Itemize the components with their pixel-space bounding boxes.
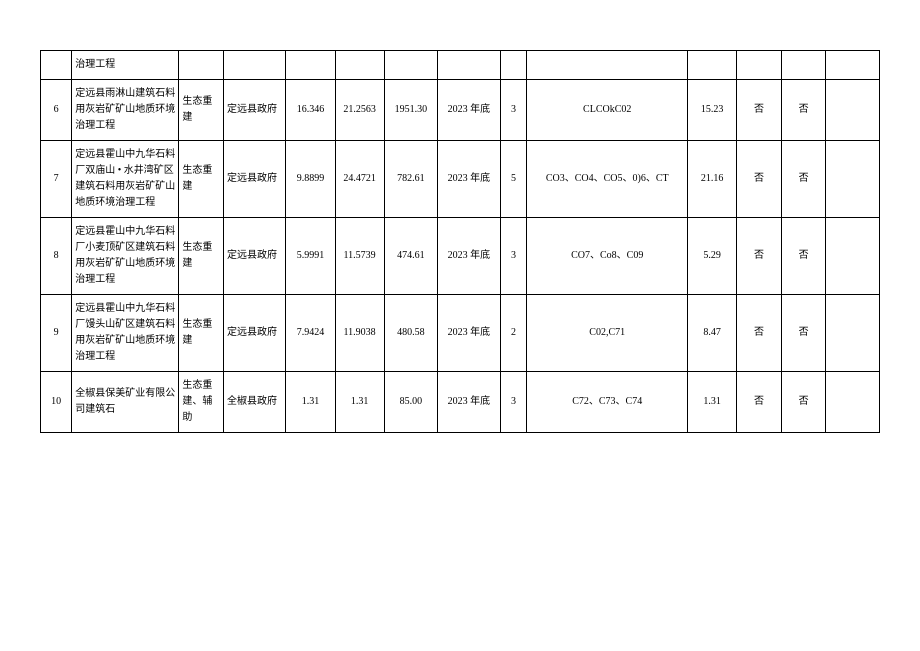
table-row: 6 定远县雨淋山建筑石料用灰岩矿矿山地质环境治理工程 生态重建 定远县政府 16…: [41, 80, 880, 141]
cell-count: 3: [500, 218, 527, 295]
cell-name: 定远县霍山中九华石料厂馒头山矿区建筑石料用灰岩矿矿山地质环境治理工程: [72, 295, 179, 372]
cell-year: 2023 年底: [438, 80, 500, 141]
cell-count: 3: [500, 80, 527, 141]
cell-last: [826, 218, 880, 295]
cell-name: 全椒县保美矿业有限公司建筑石: [72, 372, 179, 433]
cell-idx: 6: [41, 80, 72, 141]
cell-year: 2023 年底: [438, 295, 500, 372]
cell-idx: 9: [41, 295, 72, 372]
cell-name: 定远县霍山中九华石料厂双庙山 • 水井湾矿区建筑石料用灰岩矿矿山地质环境治理工程: [72, 141, 179, 218]
cell-year: 2023 年底: [438, 218, 500, 295]
cell-num2: 21.2563: [335, 80, 384, 141]
table-row: 治理工程: [41, 51, 880, 80]
cell-idx: 8: [41, 218, 72, 295]
cell-yn2: 否: [781, 80, 826, 141]
cell-gov: 定远县政府: [223, 218, 285, 295]
cell-val: 8.47: [688, 295, 737, 372]
cell-type: 生态重建: [179, 218, 224, 295]
cell-num3: [384, 51, 438, 80]
table-row: 9 定远县霍山中九华石料厂馒头山矿区建筑石料用灰岩矿矿山地质环境治理工程 生态重…: [41, 295, 880, 372]
cell-code: CO3、CO4、CO5、0)6、CT: [527, 141, 688, 218]
cell-num2: 11.9038: [335, 295, 384, 372]
table-body: 治理工程 6 定远县雨淋山建筑石料用灰岩矿矿山地质环境治理工程 生态重建 定远县…: [41, 51, 880, 433]
cell-num1: 1.31: [286, 372, 335, 433]
cell-last: [826, 295, 880, 372]
cell-yn2: 否: [781, 218, 826, 295]
cell-type: 生态重建: [179, 141, 224, 218]
cell-yn1: 否: [737, 372, 782, 433]
cell-val: 15.23: [688, 80, 737, 141]
cell-val: 1.31: [688, 372, 737, 433]
cell-idx: 7: [41, 141, 72, 218]
cell-yn2: [781, 51, 826, 80]
cell-gov: [223, 51, 285, 80]
cell-yn2: 否: [781, 372, 826, 433]
cell-count: 5: [500, 141, 527, 218]
cell-code: CLCOkC02: [527, 80, 688, 141]
table-row: 10 全椒县保美矿业有限公司建筑石 生态重建、辅助 全椒县政府 1.31 1.3…: [41, 372, 880, 433]
cell-val: 21.16: [688, 141, 737, 218]
cell-count: 3: [500, 372, 527, 433]
cell-num2: 24.4721: [335, 141, 384, 218]
table-row: 8 定远县霍山中九华石料厂小麦顶矿区建筑石料用灰岩矿矿山地质环境治理工程 生态重…: [41, 218, 880, 295]
cell-yn2: 否: [781, 295, 826, 372]
cell-num3: 1951.30: [384, 80, 438, 141]
cell-num3: 782.61: [384, 141, 438, 218]
cell-last: [826, 141, 880, 218]
cell-yn2: 否: [781, 141, 826, 218]
cell-num1: 9.8899: [286, 141, 335, 218]
cell-type: [179, 51, 224, 80]
cell-gov: 定远县政府: [223, 80, 285, 141]
cell-last: [826, 51, 880, 80]
cell-year: 2023 年底: [438, 141, 500, 218]
cell-name: 定远县雨淋山建筑石料用灰岩矿矿山地质环境治理工程: [72, 80, 179, 141]
cell-num1: 16.346: [286, 80, 335, 141]
cell-count: 2: [500, 295, 527, 372]
cell-code: [527, 51, 688, 80]
cell-yn1: 否: [737, 295, 782, 372]
cell-count: [500, 51, 527, 80]
cell-num3: 474.61: [384, 218, 438, 295]
cell-num2: 11.5739: [335, 218, 384, 295]
cell-num1: 7.9424: [286, 295, 335, 372]
cell-yn1: 否: [737, 80, 782, 141]
cell-yn1: [737, 51, 782, 80]
cell-last: [826, 80, 880, 141]
cell-val: [688, 51, 737, 80]
cell-type: 生态重建: [179, 295, 224, 372]
cell-num2: 1.31: [335, 372, 384, 433]
cell-yn1: 否: [737, 141, 782, 218]
cell-code: C02,C71: [527, 295, 688, 372]
cell-code: CO7、Co8、C09: [527, 218, 688, 295]
cell-val: 5.29: [688, 218, 737, 295]
cell-gov: 定远县政府: [223, 295, 285, 372]
data-table: 治理工程 6 定远县雨淋山建筑石料用灰岩矿矿山地质环境治理工程 生态重建 定远县…: [40, 50, 880, 433]
cell-year: 2023 年底: [438, 372, 500, 433]
table-row: 7 定远县霍山中九华石料厂双庙山 • 水井湾矿区建筑石料用灰岩矿矿山地质环境治理…: [41, 141, 880, 218]
cell-num2: [335, 51, 384, 80]
cell-num1: [286, 51, 335, 80]
cell-name: 治理工程: [72, 51, 179, 80]
cell-yn1: 否: [737, 218, 782, 295]
cell-num3: 85.00: [384, 372, 438, 433]
cell-last: [826, 372, 880, 433]
cell-idx: 10: [41, 372, 72, 433]
cell-type: 生态重建: [179, 80, 224, 141]
cell-name: 定远县霍山中九华石料厂小麦顶矿区建筑石料用灰岩矿矿山地质环境治理工程: [72, 218, 179, 295]
cell-num3: 480.58: [384, 295, 438, 372]
cell-type: 生态重建、辅助: [179, 372, 224, 433]
cell-year: [438, 51, 500, 80]
cell-code: C72、C73、C74: [527, 372, 688, 433]
cell-idx: [41, 51, 72, 80]
cell-gov: 定远县政府: [223, 141, 285, 218]
cell-gov: 全椒县政府: [223, 372, 285, 433]
cell-num1: 5.9991: [286, 218, 335, 295]
